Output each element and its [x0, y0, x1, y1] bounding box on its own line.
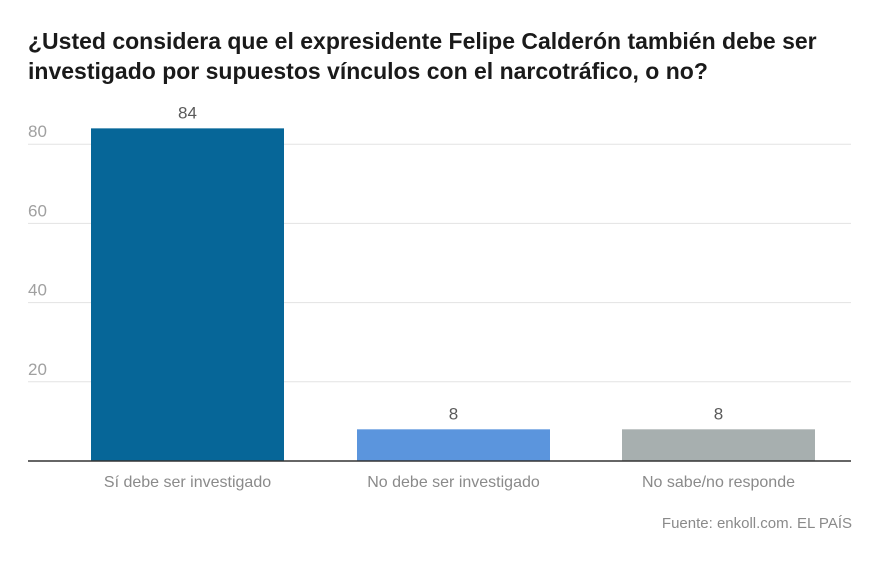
- data-label: 84: [178, 103, 197, 122]
- data-label: 8: [714, 404, 723, 423]
- bar: [91, 128, 284, 462]
- bar: [622, 429, 815, 461]
- bar: [357, 429, 550, 461]
- y-tick-label: 40: [28, 281, 47, 300]
- y-tick-label: 80: [28, 122, 47, 141]
- category-label: Sí debe ser investigado: [104, 474, 271, 491]
- chart-title: ¿Usted considera que el expresidente Fel…: [28, 28, 817, 84]
- category-label: No debe ser investigado: [367, 474, 540, 491]
- data-label: 8: [449, 404, 458, 423]
- y-tick-label: 60: [28, 201, 47, 220]
- source-credit: Fuente: enkoll.com. EL PAÍS: [661, 515, 852, 532]
- y-tick-label: 20: [28, 360, 47, 379]
- category-label: No sabe/no responde: [642, 474, 795, 491]
